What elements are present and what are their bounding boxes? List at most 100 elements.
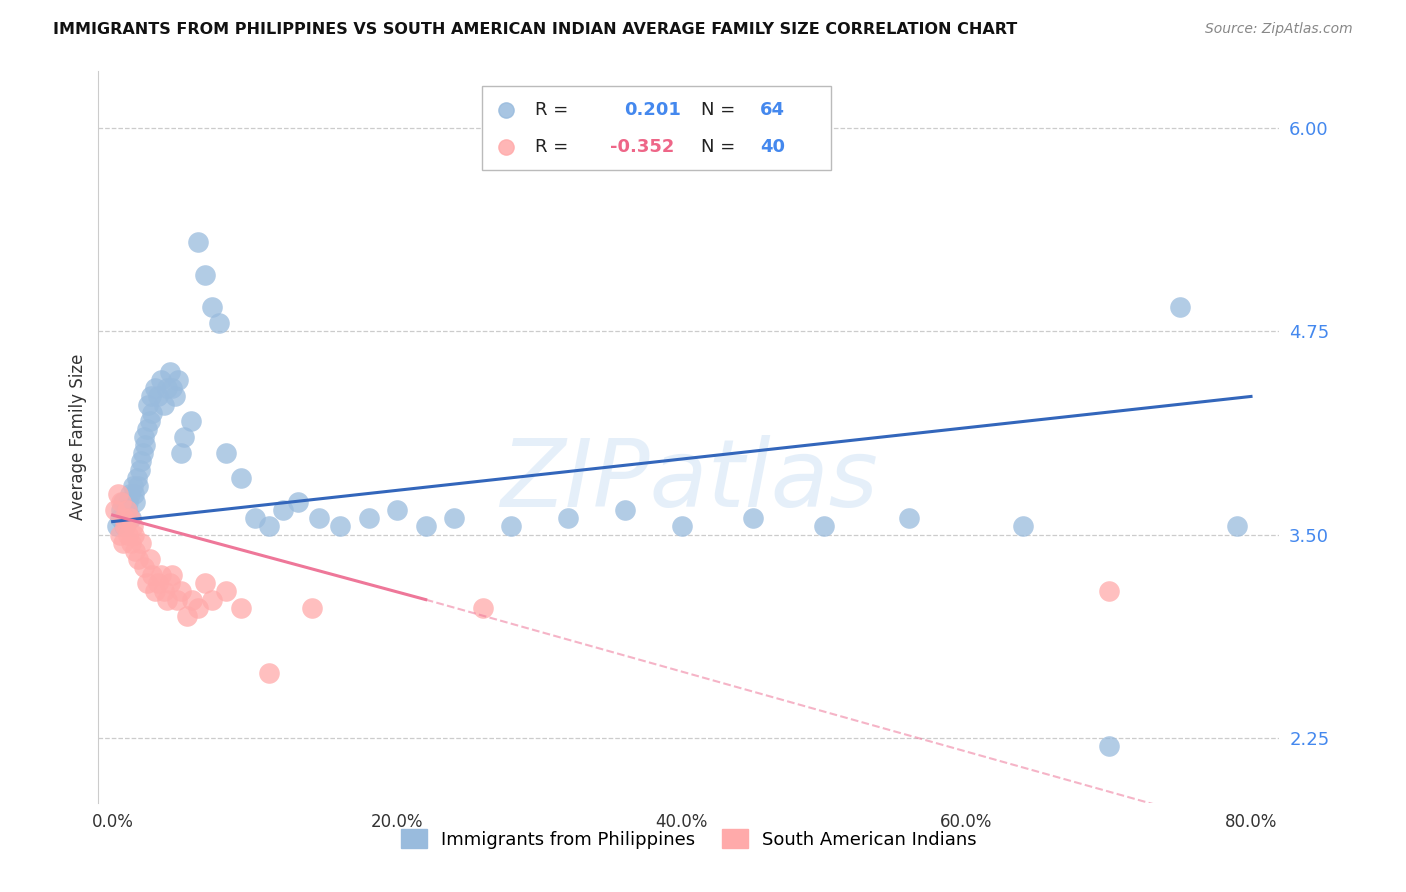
Point bbox=[813, 519, 835, 533]
Point bbox=[127, 552, 149, 566]
Point bbox=[148, 576, 170, 591]
Point bbox=[153, 398, 176, 412]
Point bbox=[108, 511, 131, 525]
Point bbox=[162, 568, 184, 582]
Point bbox=[162, 381, 184, 395]
Point bbox=[118, 511, 141, 525]
Text: 64: 64 bbox=[759, 101, 785, 119]
Text: N =: N = bbox=[700, 137, 735, 155]
Point bbox=[135, 576, 157, 591]
Point bbox=[1168, 300, 1191, 314]
Point bbox=[257, 665, 280, 680]
Point bbox=[243, 511, 266, 525]
Point bbox=[201, 592, 224, 607]
Point bbox=[201, 300, 224, 314]
Point bbox=[415, 519, 437, 533]
Point bbox=[159, 365, 181, 379]
Point bbox=[329, 519, 352, 533]
Point bbox=[443, 511, 465, 525]
Point bbox=[105, 519, 128, 533]
Text: 0.201: 0.201 bbox=[624, 101, 681, 119]
Point bbox=[114, 519, 136, 533]
Point bbox=[357, 511, 380, 525]
Point bbox=[471, 600, 494, 615]
Point bbox=[1226, 519, 1249, 533]
Point bbox=[1098, 584, 1121, 599]
Point bbox=[1012, 519, 1035, 533]
Point bbox=[141, 568, 163, 582]
Point bbox=[122, 527, 145, 541]
FancyBboxPatch shape bbox=[482, 86, 831, 170]
Point bbox=[229, 471, 252, 485]
Text: Source: ZipAtlas.com: Source: ZipAtlas.com bbox=[1205, 22, 1353, 37]
Point bbox=[132, 430, 155, 444]
Point bbox=[112, 511, 135, 525]
Point bbox=[257, 519, 280, 533]
Point bbox=[156, 592, 179, 607]
Text: ZIPatlas: ZIPatlas bbox=[501, 435, 877, 526]
Y-axis label: Average Family Size: Average Family Size bbox=[69, 354, 87, 520]
Point bbox=[166, 592, 188, 607]
Point bbox=[138, 552, 160, 566]
Point bbox=[156, 381, 179, 395]
Point bbox=[115, 503, 138, 517]
Point bbox=[124, 544, 146, 558]
Point bbox=[387, 503, 409, 517]
Point bbox=[127, 479, 149, 493]
Point bbox=[120, 535, 142, 549]
Point bbox=[111, 495, 134, 509]
Point bbox=[613, 503, 636, 517]
Point bbox=[557, 511, 579, 525]
Point bbox=[136, 398, 159, 412]
Point bbox=[898, 511, 921, 525]
Point bbox=[671, 519, 693, 533]
Point bbox=[148, 389, 170, 403]
Point bbox=[129, 454, 152, 468]
Point bbox=[114, 511, 136, 525]
Point bbox=[287, 495, 309, 509]
Point bbox=[194, 268, 217, 282]
Point bbox=[173, 430, 195, 444]
Point bbox=[131, 446, 153, 460]
Point bbox=[229, 600, 252, 615]
Text: IMMIGRANTS FROM PHILIPPINES VS SOUTH AMERICAN INDIAN AVERAGE FAMILY SIZE CORRELA: IMMIGRANTS FROM PHILIPPINES VS SOUTH AME… bbox=[53, 22, 1018, 37]
Point bbox=[125, 471, 148, 485]
Point bbox=[208, 316, 231, 330]
Point bbox=[170, 446, 193, 460]
Point bbox=[111, 535, 134, 549]
Point bbox=[128, 462, 150, 476]
Point bbox=[167, 373, 190, 387]
Point bbox=[165, 389, 187, 403]
Point bbox=[110, 503, 132, 517]
Legend: Immigrants from Philippines, South American Indians: Immigrants from Philippines, South Ameri… bbox=[394, 822, 984, 856]
Point bbox=[150, 568, 173, 582]
Point bbox=[132, 560, 155, 574]
Point bbox=[499, 519, 522, 533]
Point bbox=[134, 438, 156, 452]
Point bbox=[115, 503, 138, 517]
Point bbox=[118, 487, 141, 501]
Point bbox=[150, 373, 173, 387]
Point bbox=[138, 414, 160, 428]
Text: R =: R = bbox=[536, 101, 568, 119]
Point bbox=[112, 519, 135, 533]
Point bbox=[104, 503, 127, 517]
Point bbox=[135, 422, 157, 436]
Point bbox=[153, 584, 176, 599]
Point bbox=[181, 592, 204, 607]
Point bbox=[187, 600, 209, 615]
Point bbox=[742, 511, 765, 525]
Point bbox=[194, 576, 217, 591]
Point bbox=[117, 527, 139, 541]
Text: N =: N = bbox=[700, 101, 735, 119]
Point bbox=[124, 495, 146, 509]
Text: -0.352: -0.352 bbox=[610, 137, 675, 155]
Point bbox=[141, 406, 163, 420]
Point bbox=[180, 414, 202, 428]
Point bbox=[176, 608, 198, 623]
Point bbox=[121, 519, 143, 533]
Point bbox=[159, 576, 181, 591]
Point bbox=[1098, 739, 1121, 753]
Point bbox=[107, 487, 129, 501]
Point bbox=[122, 487, 145, 501]
